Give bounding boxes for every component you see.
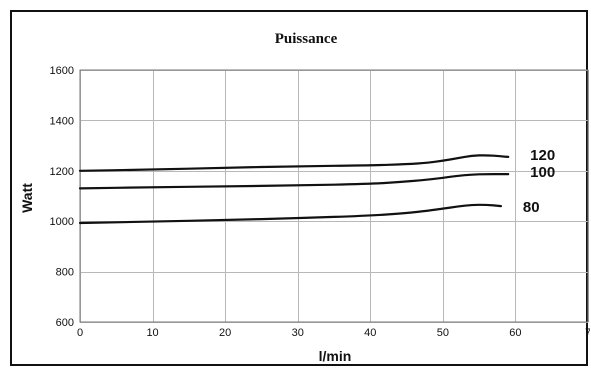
grid [80,70,589,323]
y-tick-label: 1400 [50,115,74,127]
y-tick-label: 1000 [50,216,74,228]
x-axis-label: l/min [319,348,352,364]
x-tick-label: 0 [77,327,83,339]
x-tick-label: 50 [437,327,449,339]
series-lines [78,154,510,225]
line-chart: 0 10 20 30 40 50 60 7 600 800 1000 1200 1400 1600 120… [19,31,590,364]
series-line-100 [78,172,510,190]
y-tick-label: 600 [56,317,74,329]
chart-title: Puissance [275,31,338,47]
tick-labels: 0 10 20 30 40 50 60 7 600 800 1000 1200 1400 1600 [50,65,590,339]
chart-frame: 0 10 20 30 40 50 60 7 600 800 1000 1200 1400 1600 120… [10,10,590,366]
plot-area [79,69,589,323]
y-tick-label: 800 [56,267,74,279]
y-axis-label: Watt [19,183,35,213]
y-tick-label: 1600 [50,65,74,77]
x-tick-label: 20 [219,327,231,339]
series-label-80: 80 [523,199,540,216]
x-tick-label: 10 [146,327,158,339]
x-tick-label: 7 [585,327,590,339]
x-tick-label: 30 [292,327,304,339]
x-tick-label: 60 [509,327,521,339]
x-tick-label: 40 [364,327,376,339]
series-line-80 [78,203,502,225]
series-label-100: 100 [530,164,555,181]
y-tick-label: 1200 [50,166,74,178]
series-line-120 [78,154,510,172]
series-label-120: 120 [530,147,555,164]
